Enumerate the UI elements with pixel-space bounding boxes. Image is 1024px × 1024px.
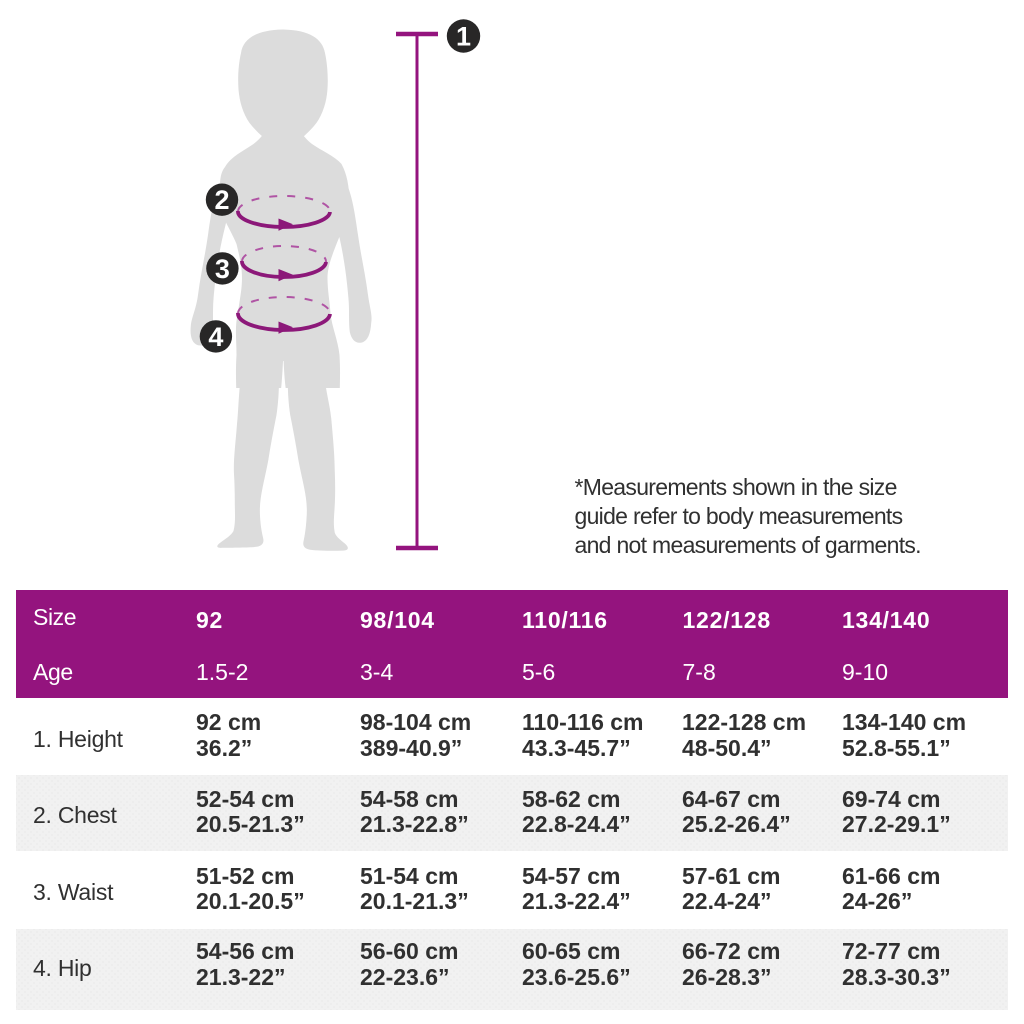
- svg-text:3: 3: [215, 254, 230, 284]
- svg-text:2: 2: [214, 185, 229, 215]
- svg-text:1: 1: [456, 22, 471, 52]
- svg-text:4: 4: [208, 322, 223, 352]
